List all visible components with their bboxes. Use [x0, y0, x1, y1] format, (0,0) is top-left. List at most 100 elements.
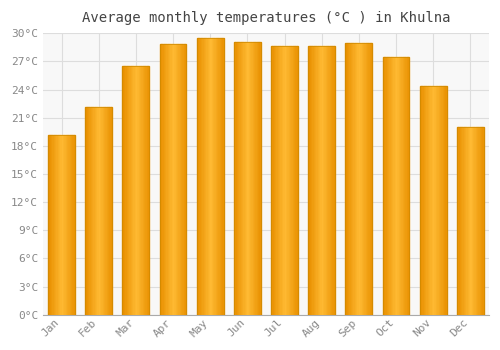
Bar — [348, 43, 350, 315]
Bar — [104, 107, 106, 315]
Bar — [160, 43, 161, 315]
Bar — [212, 38, 213, 315]
Bar — [366, 43, 367, 315]
Bar — [386, 57, 388, 315]
Bar — [388, 57, 390, 315]
Bar — [477, 127, 478, 315]
Bar — [275, 46, 276, 315]
Bar — [164, 43, 165, 315]
Bar — [169, 43, 170, 315]
Bar — [124, 66, 125, 315]
Bar — [214, 38, 216, 315]
Bar — [466, 127, 468, 315]
Bar — [472, 127, 473, 315]
Bar — [220, 38, 221, 315]
Bar — [88, 107, 90, 315]
Bar — [437, 86, 438, 315]
Bar — [390, 57, 392, 315]
Bar — [294, 46, 295, 315]
Bar — [129, 66, 130, 315]
Bar — [346, 43, 347, 315]
Bar — [102, 107, 104, 315]
Bar — [128, 66, 129, 315]
Bar — [63, 134, 64, 315]
Bar — [284, 46, 286, 315]
Bar — [465, 127, 466, 315]
Bar — [217, 38, 218, 315]
Bar — [432, 86, 433, 315]
Bar — [382, 57, 384, 315]
Bar — [130, 66, 132, 315]
Bar — [172, 43, 173, 315]
Title: Average monthly temperatures (°C ) in Khulna: Average monthly temperatures (°C ) in Kh… — [82, 11, 450, 25]
Bar — [238, 42, 240, 315]
Bar — [208, 38, 209, 315]
Bar — [201, 38, 202, 315]
Bar — [54, 134, 55, 315]
Bar — [234, 42, 235, 315]
Bar — [276, 46, 278, 315]
Bar — [433, 86, 434, 315]
Bar — [168, 43, 169, 315]
Bar — [314, 46, 315, 315]
Bar — [177, 43, 178, 315]
Bar — [210, 38, 212, 315]
Bar — [352, 43, 354, 315]
Bar — [334, 46, 335, 315]
Bar — [59, 134, 60, 315]
Bar — [67, 134, 68, 315]
Bar — [106, 107, 108, 315]
Bar — [308, 46, 335, 315]
Bar — [326, 46, 327, 315]
Bar — [469, 127, 470, 315]
Bar — [48, 134, 75, 315]
Bar — [242, 42, 244, 315]
Bar — [180, 43, 181, 315]
Bar — [429, 86, 430, 315]
Bar — [332, 46, 334, 315]
Bar — [481, 127, 482, 315]
Bar — [174, 43, 176, 315]
Bar — [148, 66, 149, 315]
Bar — [55, 134, 56, 315]
Bar — [320, 46, 322, 315]
Bar — [197, 38, 198, 315]
Bar — [50, 134, 51, 315]
Bar — [347, 43, 348, 315]
Bar — [71, 134, 72, 315]
Bar — [398, 57, 400, 315]
Bar — [392, 57, 394, 315]
Bar — [178, 43, 180, 315]
Bar — [482, 127, 484, 315]
Bar — [240, 42, 242, 315]
Bar — [51, 134, 52, 315]
Bar — [445, 86, 446, 315]
Bar — [74, 134, 75, 315]
Bar — [426, 86, 428, 315]
Bar — [58, 134, 59, 315]
Bar — [181, 43, 182, 315]
Bar — [248, 42, 250, 315]
Bar — [308, 46, 310, 315]
Bar — [442, 86, 444, 315]
Bar — [428, 86, 429, 315]
Bar — [138, 66, 140, 315]
Bar — [278, 46, 279, 315]
Bar — [462, 127, 464, 315]
Bar — [288, 46, 290, 315]
Bar — [358, 43, 359, 315]
Bar — [296, 46, 298, 315]
Bar — [250, 42, 252, 315]
Bar — [100, 107, 102, 315]
Bar — [464, 127, 465, 315]
Bar — [60, 134, 62, 315]
Bar — [367, 43, 368, 315]
Bar — [457, 127, 458, 315]
Bar — [184, 43, 185, 315]
Bar — [331, 46, 332, 315]
Bar — [52, 134, 54, 315]
Bar — [480, 127, 481, 315]
Bar — [213, 38, 214, 315]
Bar — [204, 38, 205, 315]
Bar — [319, 46, 320, 315]
